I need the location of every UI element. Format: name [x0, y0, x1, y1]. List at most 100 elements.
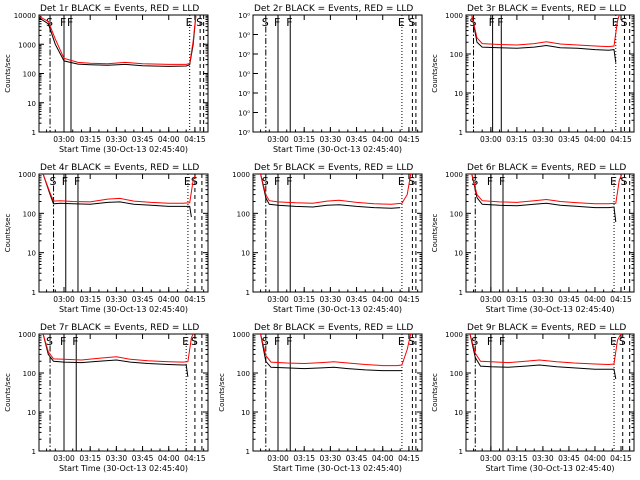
x-axis-label: Start Time (30-Oct-13 02:45:40): [273, 305, 402, 314]
x-axis-label: Start Time (30-Oct-13 02:45:40): [59, 145, 188, 154]
marker-label: S: [262, 335, 269, 348]
x-tick-label: 04:00: [584, 295, 606, 304]
plot-frame: [38, 333, 209, 452]
x-tick-label: 04:15: [610, 454, 632, 463]
x-axis-label: Start Time (30-Oct-13 02:45:40): [273, 464, 402, 473]
x-tick-label: 03:30: [106, 454, 128, 463]
chart-panel-7: Det 7r BLACK = Events, RED = LLD Counts/s…: [4, 323, 209, 473]
x-tick-label: 04:00: [158, 135, 180, 144]
y-tick-label: 1000: [445, 171, 463, 179]
plot-frame: [465, 173, 635, 293]
chart-title: Det 4r BLACK = Events, RED = LLD: [40, 163, 199, 173]
y-tick-label: 1: [246, 448, 250, 456]
marker-label: F: [74, 175, 80, 188]
x-tick-label: 03:45: [346, 295, 368, 304]
y-tick-label: 100: [23, 370, 36, 378]
y-tick-label: 10⁰: [238, 32, 250, 40]
x-axis-label: Start Time (30-Oct-13 02:45:40): [485, 464, 614, 473]
y-axis-label: Counts/sec: [218, 373, 226, 412]
marker-label: F: [72, 335, 78, 348]
x-tick-label: 03:00: [53, 295, 75, 304]
x-tick-label: 03:15: [506, 135, 528, 144]
y-tick-label: 10⁰: [238, 51, 250, 59]
x-tick-label: 03:15: [79, 295, 101, 304]
x-tick-label: 03:45: [558, 295, 580, 304]
plot-frame: [465, 14, 635, 133]
x-axis-label: Start Time (30-Oct-13 02:45:40): [59, 305, 188, 314]
x-tick-label: 03:15: [293, 454, 315, 463]
marker-label: S: [46, 335, 53, 348]
x-tick-label: 04:00: [158, 454, 180, 463]
x-tick-label: 04:00: [584, 454, 606, 463]
marker-label: S: [262, 175, 269, 188]
x-tick-label: 03:15: [506, 295, 528, 304]
events-series-line: [42, 334, 189, 377]
y-tick-label: 10: [241, 250, 250, 258]
y-tick-label: 10⁰: [238, 129, 250, 137]
y-tick-label: 10⁰: [238, 71, 250, 79]
y-tick-label: 1: [32, 289, 36, 297]
x-axis-label: Start Time (30-Oct-13 02:45:40): [59, 464, 188, 473]
marker-label: E: [610, 335, 617, 348]
marker-label: E: [612, 16, 619, 29]
chart-panel-8: Det 8r BLACK = Events, RED = LLD Counts/s…: [218, 323, 423, 473]
chart-panel-9: Det 9r BLACK = Events, RED = LLD Counts/s…: [431, 323, 635, 473]
x-tick-label: 03:00: [480, 135, 502, 144]
x-tick-label: 04:15: [610, 135, 632, 144]
x-axis-label: Start Time (30-Oct-13 02:45:40): [273, 145, 402, 154]
x-tick-label: 03:15: [506, 454, 528, 463]
lld-series-line: [260, 174, 412, 205]
events-series-line: [42, 174, 192, 218]
marker-label: F: [286, 335, 292, 348]
x-tick-label: 03:30: [532, 135, 554, 144]
marker-label: E: [184, 175, 191, 188]
y-tick-label: 100: [23, 210, 36, 218]
lld-series-line: [471, 15, 620, 48]
x-tick-label: 04:15: [398, 135, 420, 144]
marker-label: F: [499, 335, 505, 348]
marker-label: E: [186, 16, 193, 29]
y-tick-label: 100: [450, 370, 463, 378]
x-tick-label: 04:15: [398, 454, 420, 463]
y-tick-label: 1000: [232, 331, 250, 339]
y-axis-label: Counts/sec: [431, 373, 439, 412]
x-tick-label: 03:30: [106, 135, 128, 144]
x-tick-label: 03:15: [79, 135, 101, 144]
x-tick-label: 03:45: [346, 454, 368, 463]
marker-label: F: [67, 16, 73, 29]
y-axis-label: Counts/sec: [4, 373, 12, 412]
marker-label: S: [408, 16, 415, 29]
y-tick-label: 1000: [18, 171, 36, 179]
x-tick-label: 03:00: [267, 454, 289, 463]
marker-label: S: [620, 175, 627, 188]
plot-frame: [252, 173, 423, 293]
x-axis-label: Start Time (30-Oct-13 02:45:40): [485, 305, 614, 314]
chart-title: Det 7r BLACK = Events, RED = LLD: [40, 323, 199, 333]
y-tick-label: 100: [237, 370, 250, 378]
x-tick-label: 03:30: [106, 295, 128, 304]
y-tick-label: 1: [32, 448, 36, 456]
x-tick-label: 03:30: [320, 135, 342, 144]
y-tick-label: 1: [459, 129, 463, 137]
chart-panel-6: Det 6r BLACK = Events, RED = LLD Counts/s…: [431, 163, 635, 314]
marker-label: S: [191, 335, 198, 348]
y-tick-label: 1000: [18, 41, 36, 49]
marker-label: S: [262, 16, 269, 29]
chart-title: Det 5r BLACK = Events, RED = LLD: [254, 163, 413, 173]
chart-panel-1: Det 1r BLACK = Events, RED = LLD Counts/s…: [4, 4, 209, 154]
marker-label: F: [497, 16, 503, 29]
y-axis-label: Counts/sec: [431, 54, 439, 93]
events-series-line: [260, 174, 401, 209]
y-axis-label: Counts/sec: [4, 214, 12, 253]
lld-series-line: [260, 334, 412, 367]
x-tick-label: 03:45: [132, 135, 154, 144]
y-tick-label: 10000: [14, 12, 36, 20]
y-tick-label: 1: [32, 129, 36, 137]
lld-series-line: [469, 334, 622, 366]
x-tick-label: 03:00: [267, 135, 289, 144]
marker-label: F: [499, 175, 505, 188]
y-tick-label: 1000: [445, 12, 463, 20]
marker-label: S: [191, 175, 198, 188]
marker-label: F: [286, 16, 292, 29]
